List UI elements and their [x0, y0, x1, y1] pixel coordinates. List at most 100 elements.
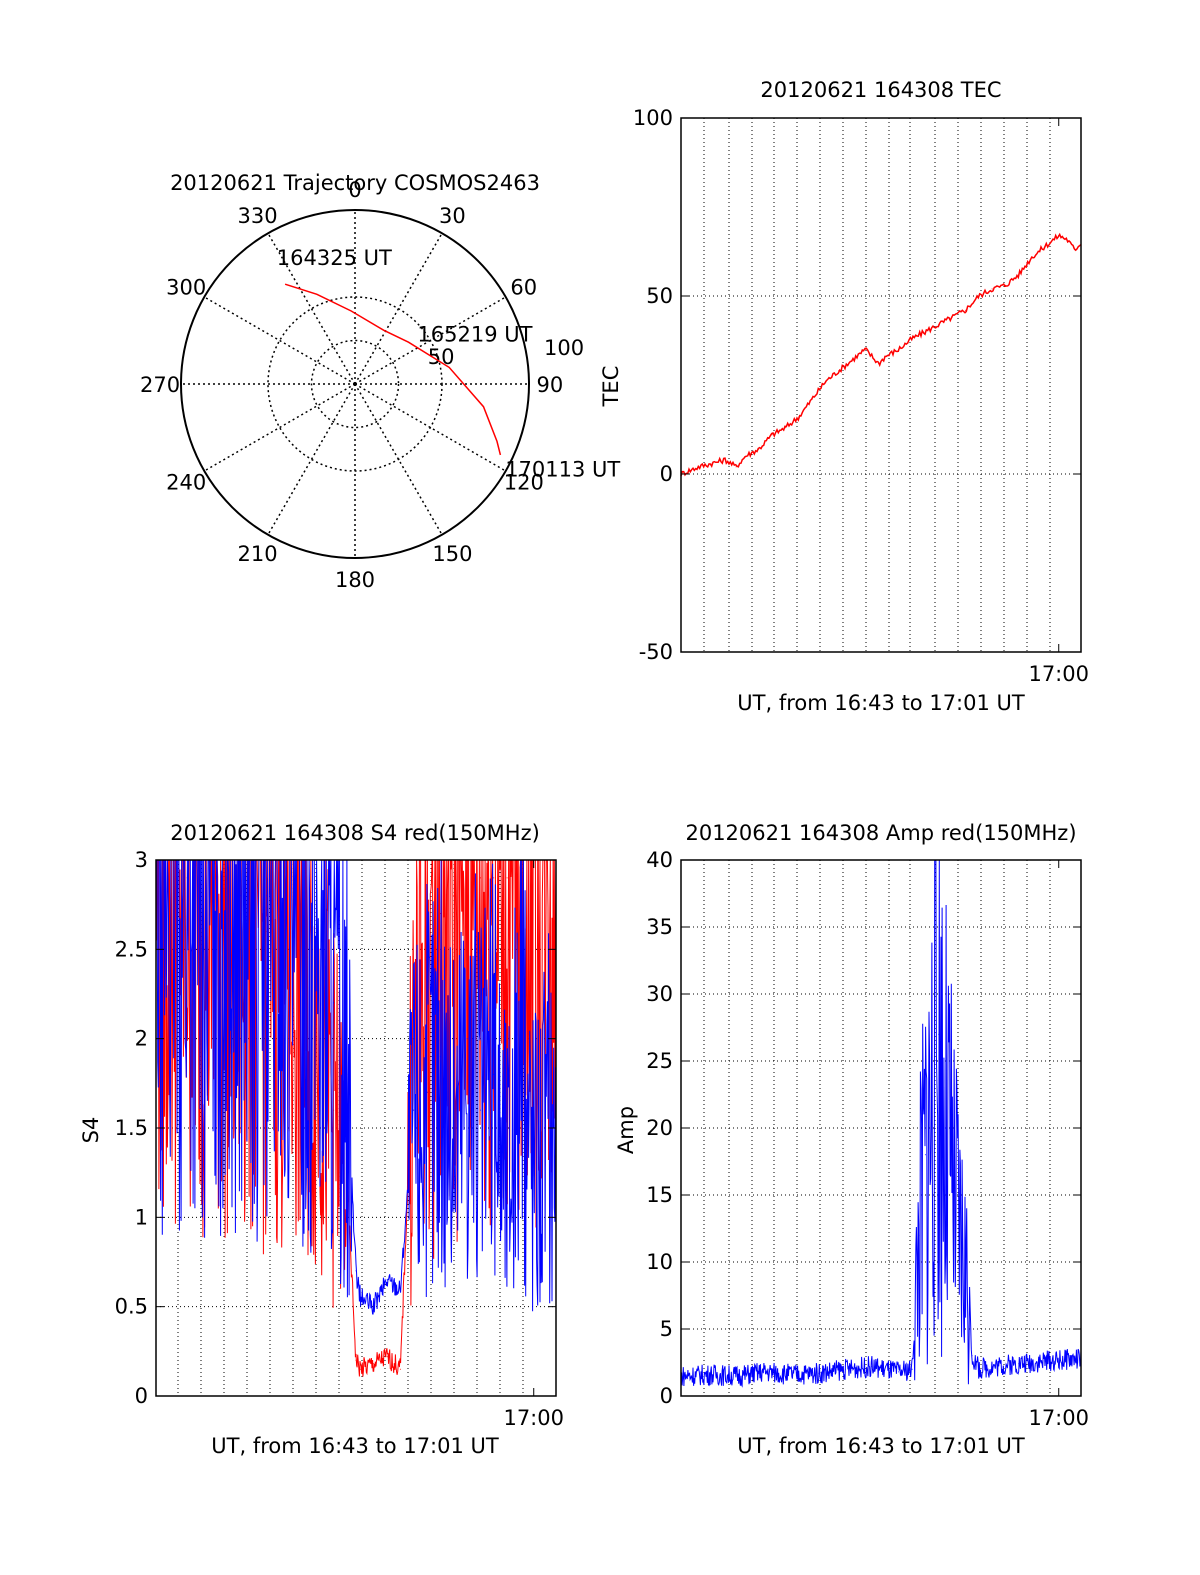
data-point [1044, 245, 1046, 247]
data-point [798, 416, 800, 418]
data-point [386, 1279, 388, 1281]
data-point [293, 913, 295, 915]
data-point [964, 1261, 966, 1263]
series-line-red [680, 232, 1082, 477]
grid [681, 117, 1081, 653]
data-point [711, 462, 713, 464]
data-point [1044, 1360, 1046, 1362]
data-point [1004, 284, 1006, 286]
tec-xlabel: UT, from 16:43 to 17:01 UT [737, 691, 1025, 715]
data-point [453, 895, 455, 897]
data-point [711, 1374, 713, 1376]
y-tick-label: -50 [639, 640, 673, 664]
x-tick-label: 17:00 [1028, 1406, 1089, 1430]
azimuth-label: 30 [439, 204, 466, 228]
data-point [1058, 235, 1060, 236]
data-point [764, 1371, 766, 1373]
y-tick-label: 35 [646, 915, 673, 939]
data-point [735, 466, 737, 468]
y-tick-label: 2.5 [115, 937, 148, 961]
tec-title: 20120621 164308 TEC [760, 78, 1001, 102]
data-point [319, 948, 321, 950]
data-point [758, 448, 760, 450]
data-point [493, 877, 495, 879]
y-tick-label: 5 [660, 1317, 673, 1341]
azimuth-spoke [354, 232, 443, 385]
series-line-blue [680, 859, 1082, 1388]
data-point [1018, 1363, 1020, 1365]
data-point [911, 1368, 913, 1370]
data-point [791, 1374, 793, 1376]
data-point [239, 895, 241, 897]
y-tick-label: 0 [660, 1384, 673, 1408]
y-tick-label: 1 [135, 1205, 148, 1229]
data-point [698, 466, 700, 468]
data-point [771, 434, 773, 436]
azimuth-spoke [203, 296, 356, 385]
x-tick-label: 17:00 [1028, 662, 1089, 686]
azimuth-label: 150 [432, 542, 472, 566]
data-point [738, 1375, 740, 1377]
y-tick-label: 0.5 [115, 1295, 148, 1319]
s4-panel: 20120621 164308 S4 red(150MHz) UT, from … [79, 821, 564, 1458]
y-tick-label: 25 [646, 1049, 673, 1073]
data-point [386, 1356, 388, 1358]
data-point [851, 359, 853, 361]
elevation-circle [310, 339, 400, 429]
data-point [1066, 238, 1068, 240]
amp-xlabel: UT, from 16:43 to 17:01 UT [737, 1434, 1025, 1458]
data-point [924, 331, 926, 333]
data-point [898, 1371, 900, 1373]
y-tick-label: 100 [633, 106, 673, 130]
data-point [744, 455, 746, 457]
ticks: -50 0 50 100 17:00 [633, 106, 1089, 686]
data-point [479, 1109, 481, 1111]
y-tick-label: 15 [646, 1183, 673, 1207]
data-point [373, 1306, 375, 1308]
data-point [439, 1056, 441, 1057]
data-point [373, 1363, 375, 1365]
azimuth-spoke [267, 232, 356, 385]
data-point [864, 348, 866, 350]
data-point [944, 1127, 946, 1129]
data-point [918, 1234, 920, 1236]
azimuth-label: 300 [166, 276, 206, 300]
data-point [333, 1109, 335, 1111]
data-point [784, 427, 786, 429]
data-point [991, 288, 993, 290]
data-point [898, 348, 900, 350]
amp-panel: 20120621 164308 Amp red(150MHz) UT, from… [614, 821, 1089, 1458]
data-point [884, 356, 886, 357]
azimuth-label: 210 [238, 542, 278, 566]
ticks: 0 0.5 1 1.5 2 2.5 3 17:00 [115, 848, 564, 1430]
data-point [213, 877, 215, 879]
data-point [1031, 256, 1033, 258]
y-tick-label: 2 [135, 1027, 148, 1051]
data-point [506, 1163, 508, 1165]
y-tick-label: 10 [646, 1250, 673, 1274]
series-line-blue [156, 859, 557, 1315]
data-point [938, 1033, 940, 1035]
ring-label: 100 [544, 336, 584, 360]
data-point [506, 877, 508, 879]
data-point [493, 1073, 495, 1075]
y-tick-label: 30 [646, 982, 673, 1006]
s4-title: 20120621 164308 S4 red(150MHz) [170, 821, 540, 845]
series-group [680, 232, 1082, 477]
data-point [466, 1038, 468, 1040]
data-point [951, 316, 953, 318]
azimuth-spoke [203, 383, 356, 472]
azimuth-label: 90 [537, 373, 564, 397]
x-tick-label: 17:00 [503, 1406, 564, 1430]
y-tick-label: 20 [646, 1116, 673, 1140]
series-group [680, 859, 1082, 1388]
azimuth-label: 330 [238, 204, 278, 228]
data-point [333, 1002, 335, 1004]
data-point [466, 877, 468, 879]
polar-grid [180, 209, 530, 559]
data-point [1018, 274, 1020, 276]
azimuth-label: 120 [504, 470, 544, 494]
azimuth-label: 270 [140, 373, 180, 397]
